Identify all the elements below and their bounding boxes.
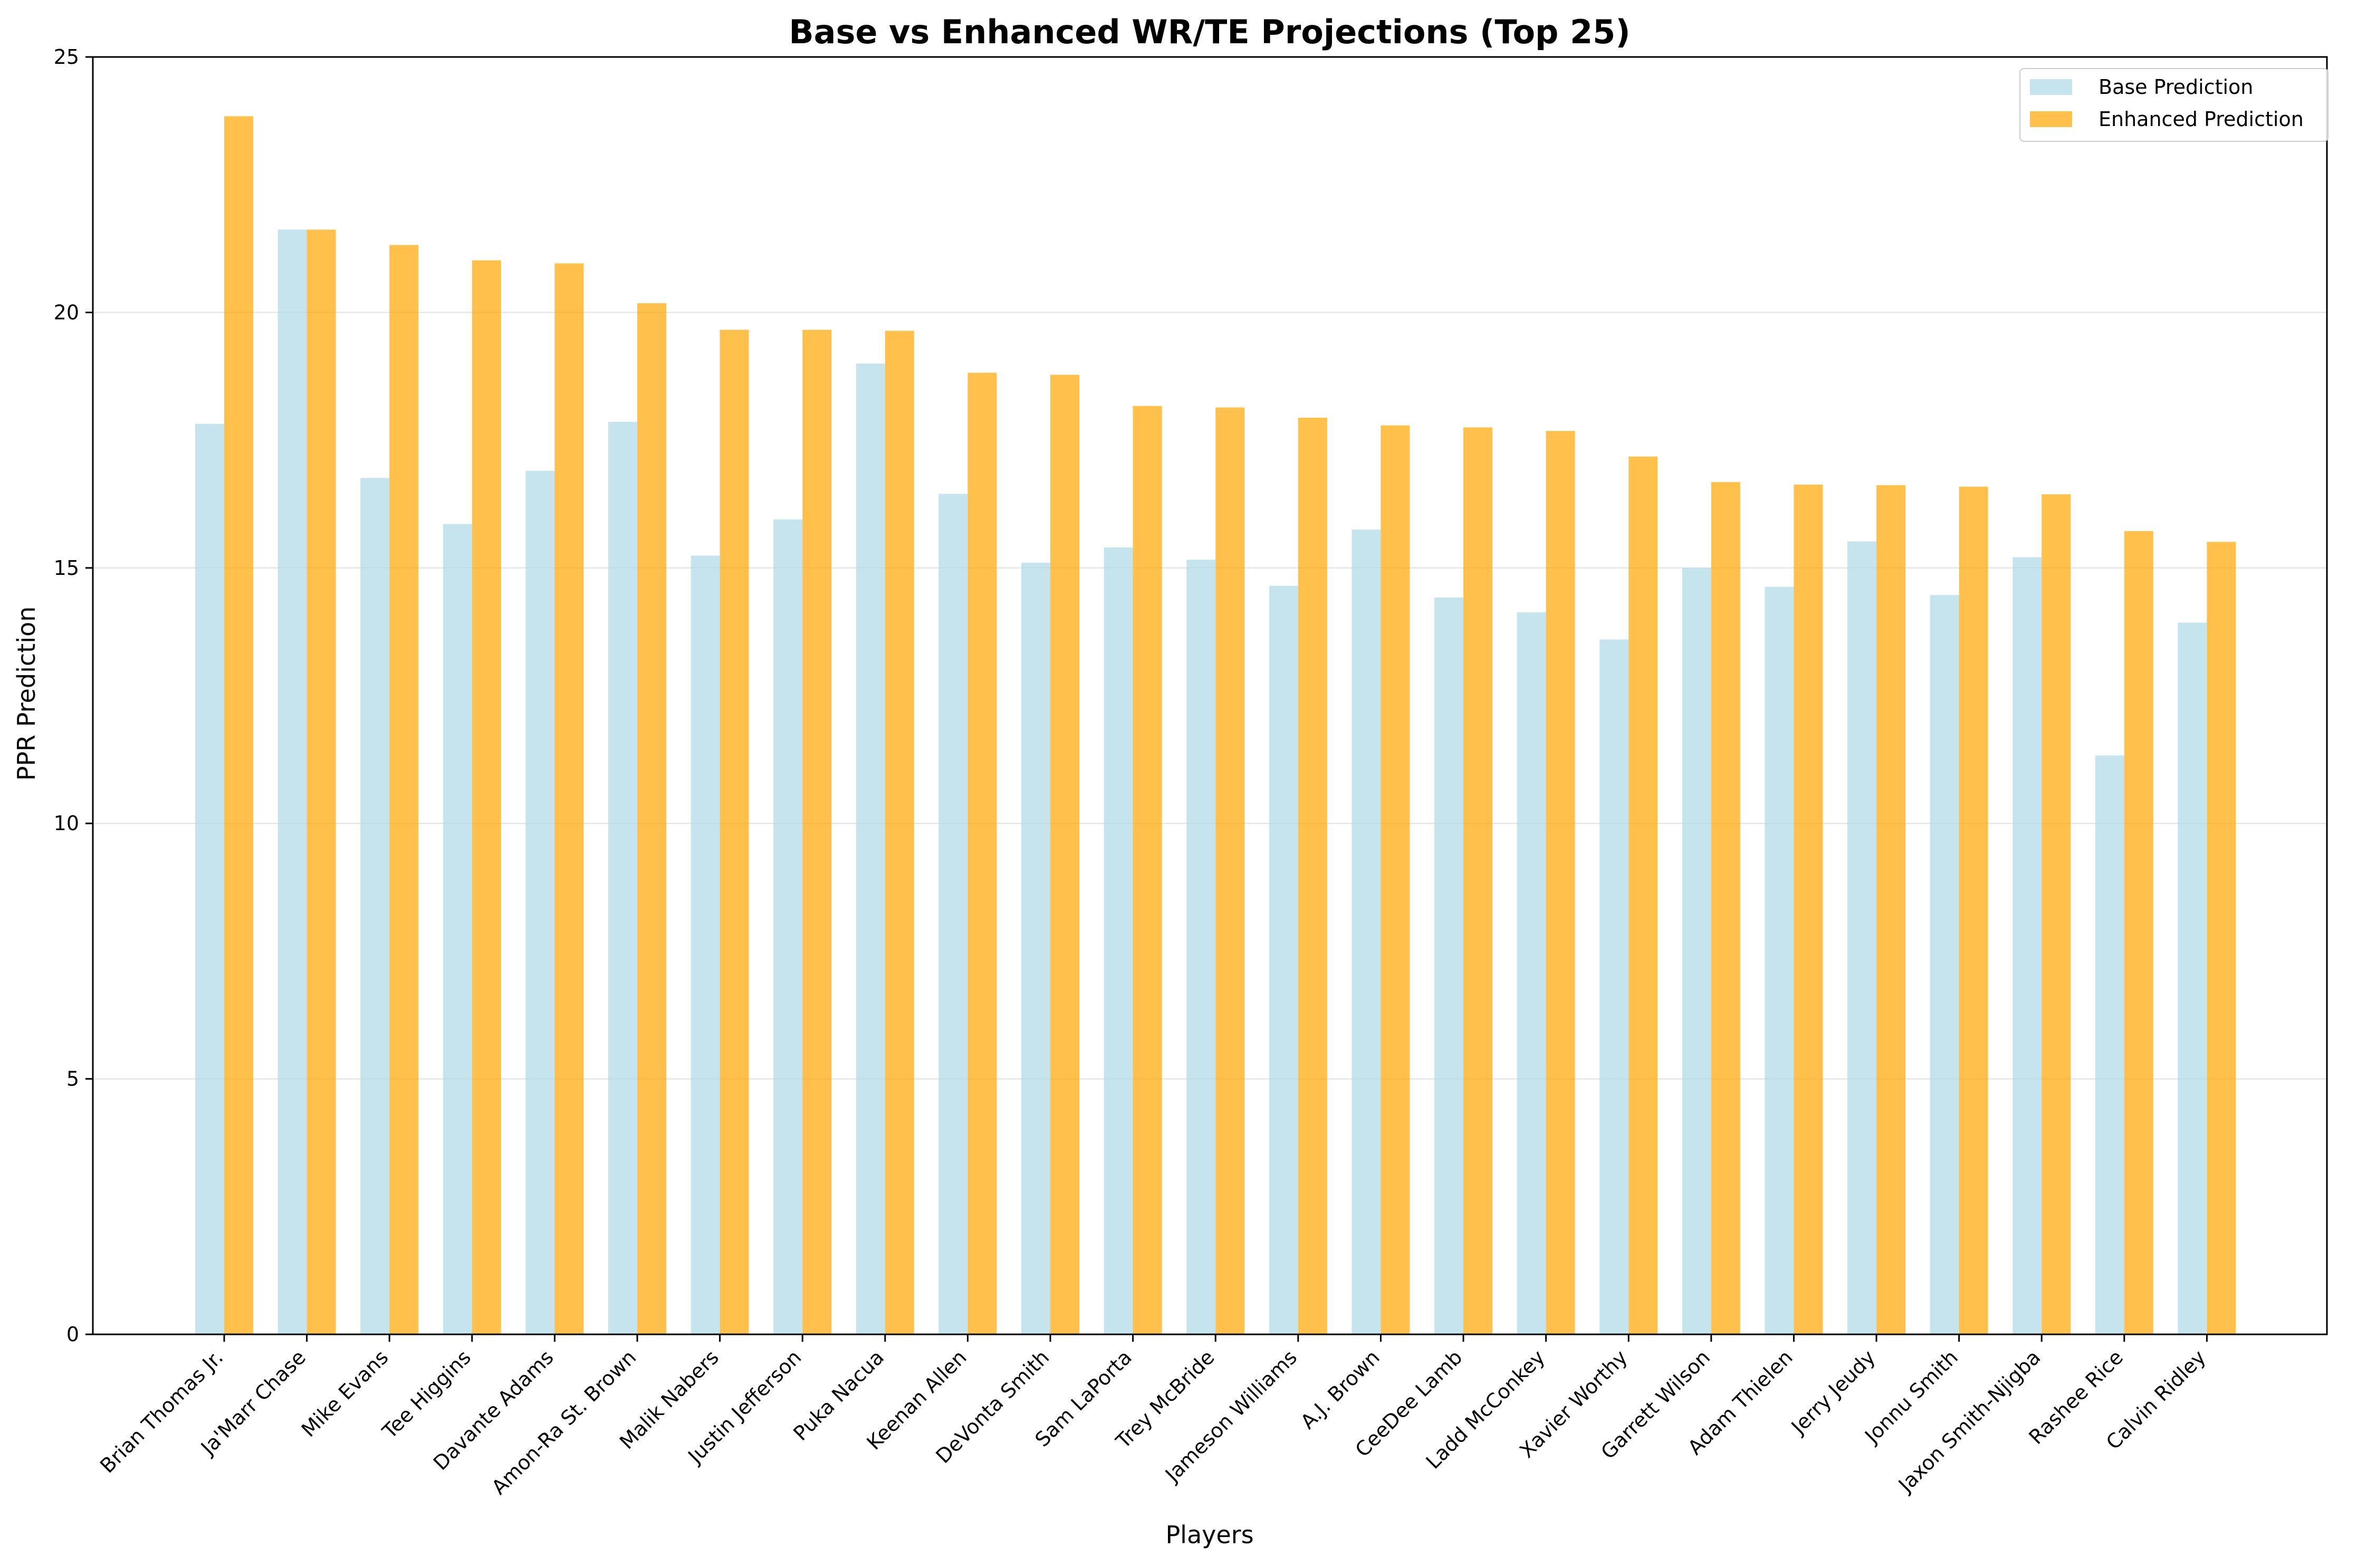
bar-base	[691, 555, 720, 1334]
bar-enhanced	[1959, 486, 1988, 1335]
bar-enhanced	[224, 116, 253, 1334]
legend-swatch-enhanced	[2030, 111, 2072, 127]
bar-enhanced	[554, 263, 584, 1334]
bar-enhanced	[1794, 484, 1823, 1334]
bar-enhanced	[1215, 407, 1245, 1334]
bar-enhanced	[1628, 456, 1658, 1335]
legend-swatch-base	[2030, 79, 2072, 95]
bar-base	[1352, 530, 1381, 1334]
bar-base	[938, 494, 968, 1334]
bar-enhanced	[1876, 485, 1905, 1334]
bar-base	[608, 421, 637, 1335]
y-tick-label: 10	[54, 812, 79, 835]
bar-base	[2095, 755, 2124, 1334]
bar-base	[1269, 585, 1298, 1334]
bar-enhanced	[1711, 482, 1740, 1334]
bar-enhanced	[720, 330, 749, 1335]
legend-label-base: Base Prediction	[2099, 75, 2253, 99]
y-tick-label: 25	[54, 45, 79, 69]
bar-base	[1517, 612, 1546, 1334]
bar-enhanced	[1546, 431, 1575, 1334]
plot-frame	[92, 56, 2328, 1335]
bar-base	[2178, 622, 2207, 1334]
bar-enhanced	[967, 372, 997, 1334]
bar-base	[1021, 563, 1050, 1334]
bar-base	[360, 478, 390, 1334]
y-tick-label: 20	[54, 301, 79, 324]
y-tick-label: 5	[66, 1067, 79, 1091]
legend-box	[2019, 68, 2329, 142]
bar-base	[1765, 586, 1794, 1334]
bar-enhanced	[2207, 542, 2236, 1334]
bar-enhanced	[1133, 406, 1162, 1334]
y-axis: 0 5 10 15 20 25	[54, 45, 93, 1346]
bar-base	[525, 470, 555, 1334]
bar-base	[1847, 541, 1876, 1334]
bar-base	[856, 363, 885, 1334]
bar-base	[195, 424, 224, 1334]
bar-enhanced	[802, 330, 832, 1335]
bar-enhanced	[2042, 494, 2071, 1335]
bar-enhanced	[1050, 374, 1079, 1334]
bar-base	[277, 229, 307, 1335]
bar-enhanced	[389, 245, 419, 1335]
bar-base	[773, 519, 803, 1335]
legend-label-enhanced: Enhanced Prediction	[2099, 108, 2304, 131]
bars	[195, 116, 2236, 1335]
bar-base	[1930, 595, 1959, 1334]
y-tick-label: 15	[54, 556, 79, 580]
bar-enhanced	[637, 303, 666, 1334]
y-axis-label: PPR Prediction	[12, 607, 41, 781]
y-tick-label: 0	[66, 1323, 79, 1346]
bar-enhanced	[1463, 427, 1492, 1334]
bar-base	[1599, 639, 1629, 1334]
x-axis-label: Players	[1165, 1521, 1253, 1549]
bar-enhanced	[472, 260, 501, 1334]
chart-title: Base vs Enhanced WR/TE Projections (Top …	[789, 13, 1630, 51]
bar-base	[1186, 560, 1216, 1334]
bar-enhanced	[1298, 417, 1327, 1334]
bar-base	[1104, 547, 1133, 1334]
bar-enhanced	[885, 331, 914, 1334]
bar-base	[443, 524, 472, 1335]
bar-enhanced	[1381, 425, 1410, 1334]
bar-base	[1434, 597, 1463, 1334]
bar-enhanced	[306, 229, 336, 1335]
bar-enhanced	[2124, 531, 2153, 1334]
bar-base	[1682, 567, 1711, 1334]
bar-base	[2013, 557, 2042, 1334]
legend: Base Prediction Enhanced Prediction	[2019, 68, 2329, 142]
